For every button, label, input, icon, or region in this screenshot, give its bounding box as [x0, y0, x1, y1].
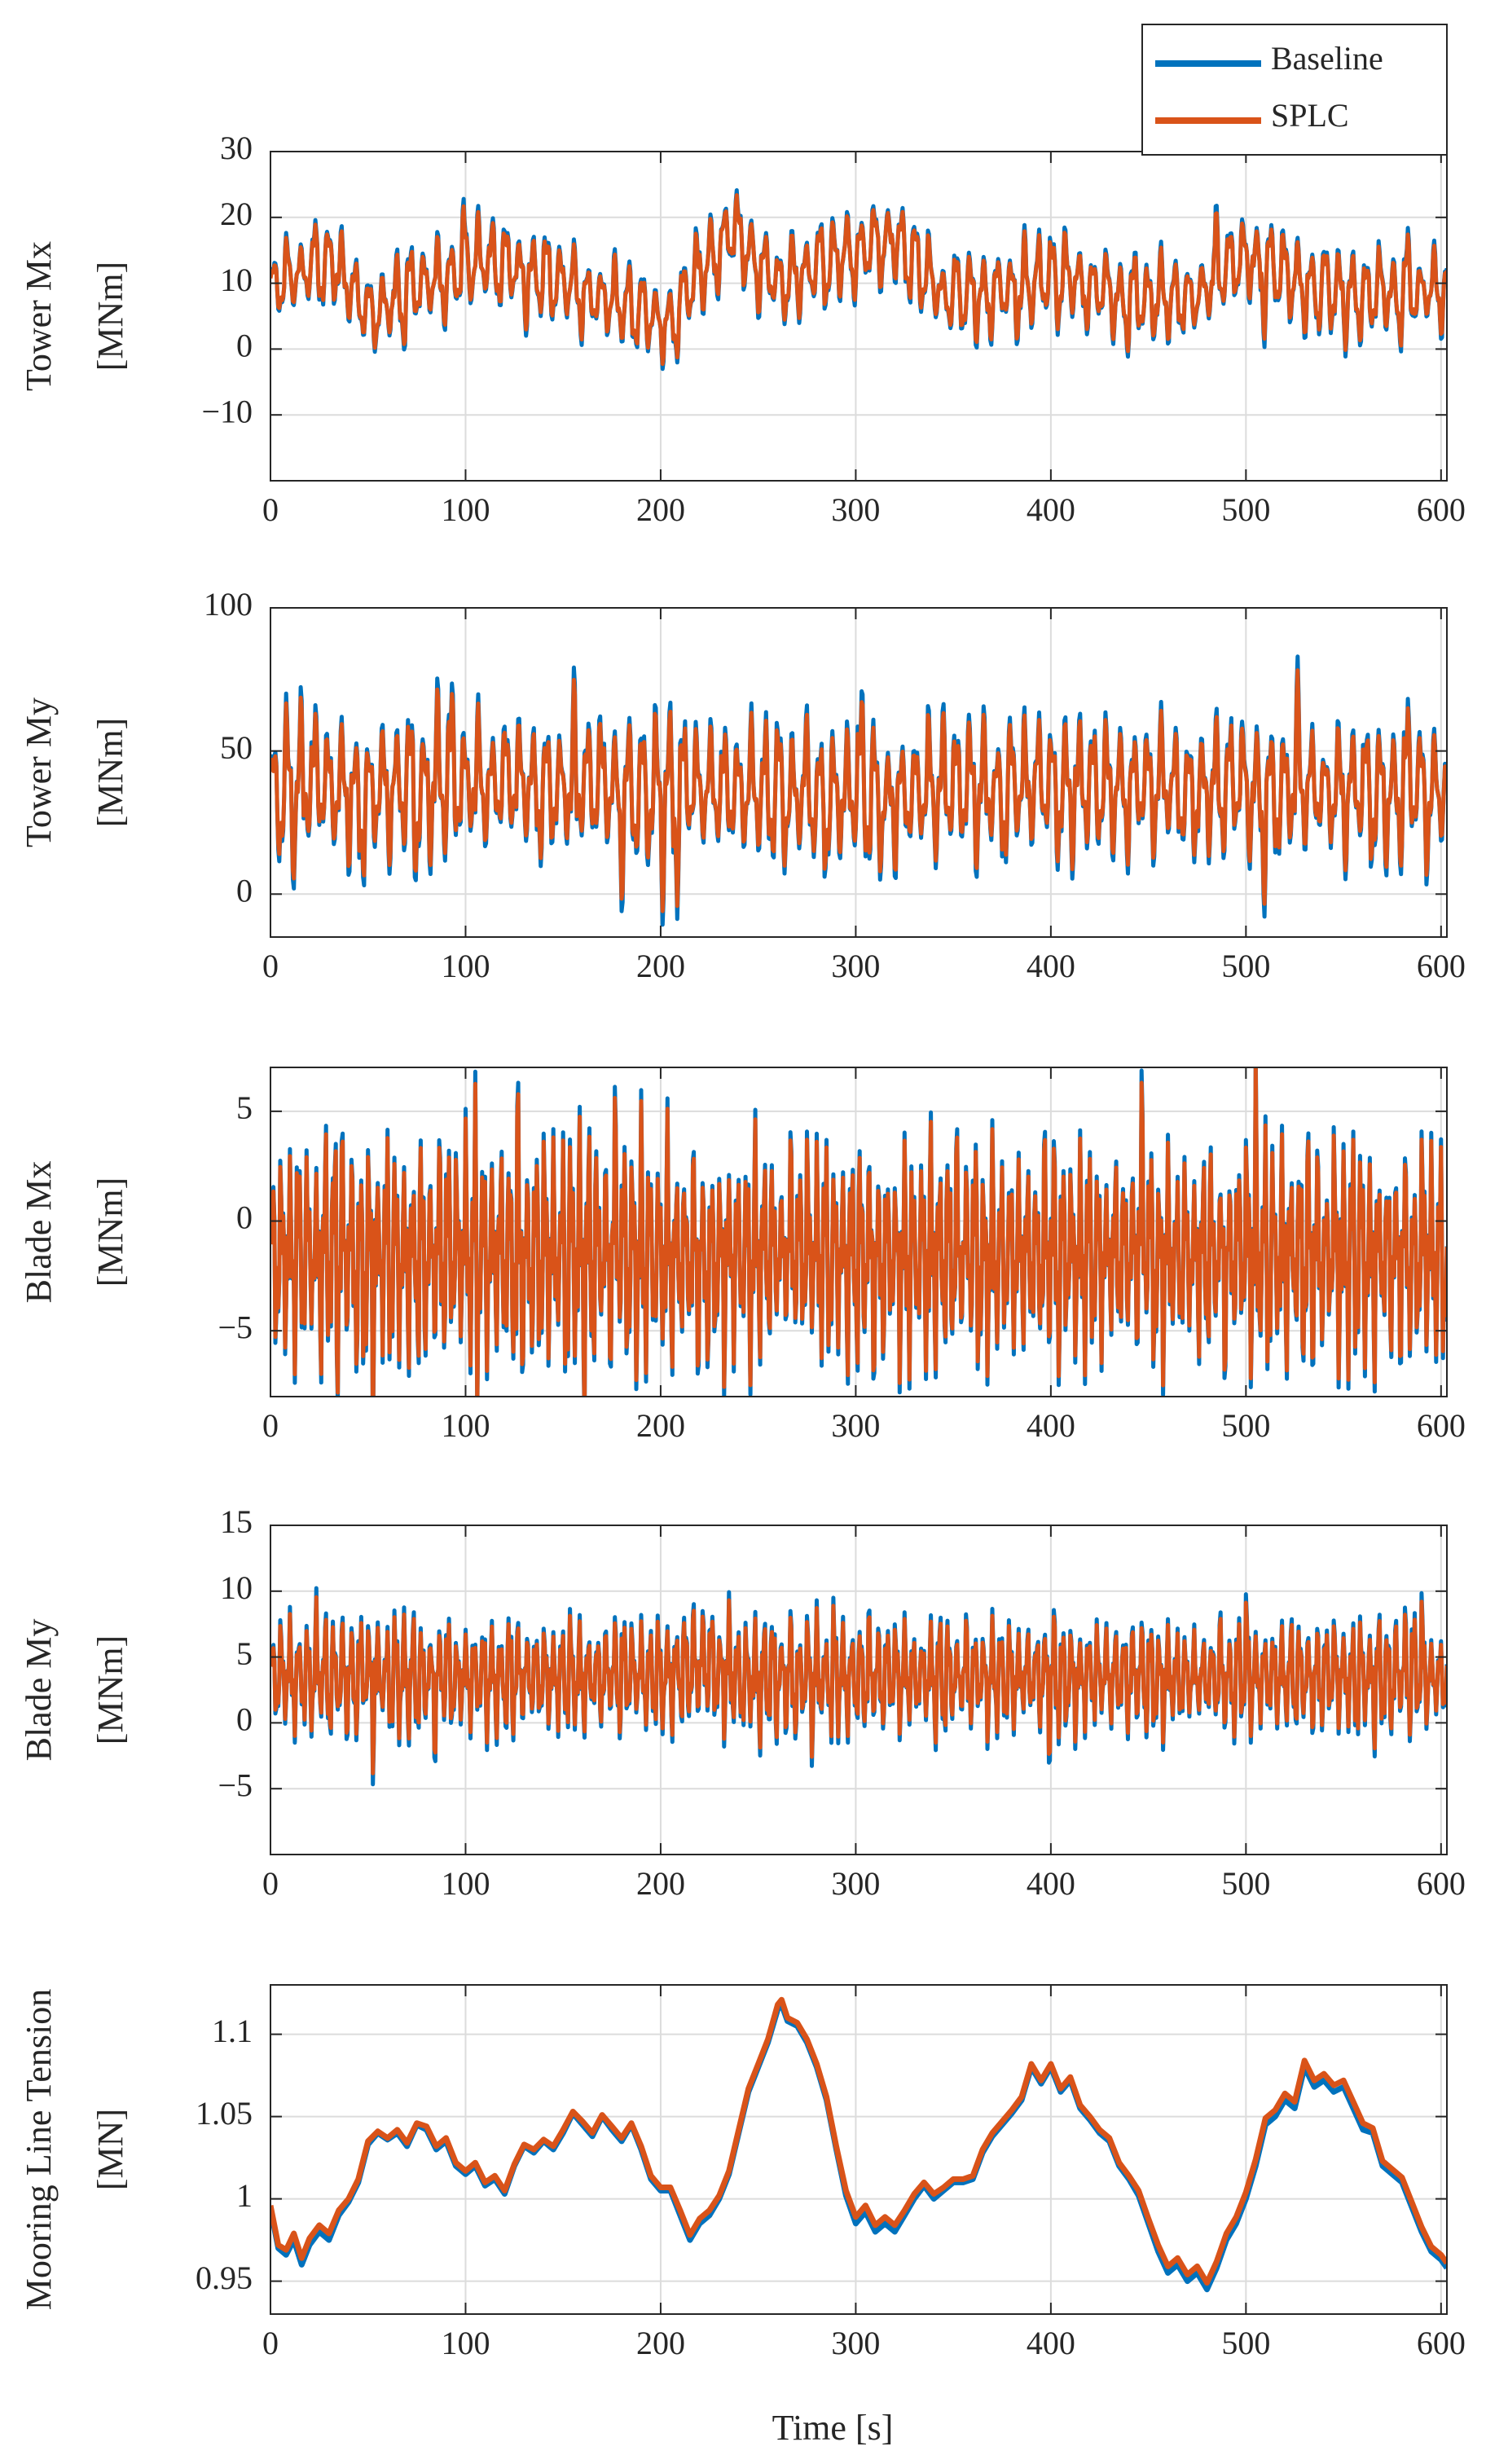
y-axis-title: Blade My — [19, 1619, 59, 1762]
y-tick-label: 0 — [236, 1199, 253, 1236]
x-tick-label: 0 — [262, 2325, 279, 2361]
x-tick-label: 600 — [1417, 1865, 1466, 1902]
plot-area — [270, 188, 1447, 372]
plot-area — [270, 654, 1447, 927]
x-tick-label: 500 — [1221, 1865, 1270, 1902]
series-line-splc — [270, 668, 1447, 913]
y-axis-title: Blade Mx — [19, 1161, 59, 1304]
chart-panel-5: 0 100 200 300 400 500 600 0.95 1 1.05 1.1 Mooring L… — [19, 1984, 1466, 2361]
y-tick-label: 10 — [220, 1569, 253, 1606]
y-tick-label: 50 — [220, 729, 253, 766]
y-tick-label: 5 — [236, 1089, 253, 1126]
plot-area — [270, 1996, 1447, 2293]
axes-box — [270, 1067, 1448, 1397]
y-tick-label: 0 — [236, 1701, 253, 1738]
y-axis-unit: [MN] — [90, 2109, 130, 2190]
x-tick-label: 300 — [831, 1865, 880, 1902]
y-tick-label: 20 — [220, 196, 253, 232]
axes-box — [270, 607, 1448, 938]
x-tick-label: 0 — [262, 948, 279, 984]
y-axis-unit: [MNm] — [90, 1177, 130, 1287]
y-tick-label: 0 — [236, 872, 253, 909]
y-tick-label: 0.95 — [196, 2259, 253, 2296]
y-tick-label: −5 — [218, 1767, 253, 1803]
y-tick-label: 5 — [236, 1635, 253, 1672]
y-tick-label: 1.05 — [196, 2095, 253, 2132]
x-tick-label: 100 — [441, 1407, 490, 1444]
series-line-splc — [270, 1595, 1447, 1775]
axes-box — [270, 1984, 1448, 2315]
y-axis-title: Mooring Line Tension — [19, 1989, 59, 2311]
y-tick-label: 15 — [220, 1503, 253, 1540]
series-line-splc — [270, 1067, 1447, 1397]
plot-area — [270, 1586, 1447, 1787]
y-axis-unit: [MNm] — [90, 718, 130, 827]
y-tick-label: 30 — [220, 130, 253, 166]
x-tick-label: 200 — [636, 1407, 685, 1444]
plot-area — [270, 1067, 1447, 1397]
axes-box — [270, 151, 1448, 482]
x-tick-label: 300 — [831, 1407, 880, 1444]
x-tick-label: 0 — [262, 1865, 279, 1902]
x-tick-label: 0 — [262, 491, 279, 528]
x-tick-label: 400 — [1027, 948, 1075, 984]
x-tick-label: 500 — [1221, 948, 1270, 984]
x-tick-label: 100 — [441, 1865, 490, 1902]
chart-panel-1: 0 100 200 300 400 500 600 −10 0 10 20 30 Tower Mx [MN… — [19, 130, 1466, 528]
x-tick-label: 100 — [441, 2325, 490, 2361]
x-tick-label: 400 — [1027, 491, 1075, 528]
y-tick-label: 0 — [236, 328, 253, 364]
chart-panel-2: 0 100 200 300 400 500 600 0 50 100 Tower My [MNm] — [19, 586, 1466, 984]
x-tick-label: 300 — [831, 2325, 880, 2361]
legend: Baseline SPLC — [1141, 24, 1448, 156]
x-tick-label: 600 — [1417, 948, 1466, 984]
x-tick-label: 400 — [1027, 1865, 1075, 1902]
x-axis-title: Time [s] — [772, 2408, 894, 2448]
x-tick-label: 300 — [831, 491, 880, 528]
x-tick-label: 0 — [262, 1407, 279, 1444]
x-tick-label: 100 — [441, 948, 490, 984]
y-tick-label: −5 — [218, 1309, 253, 1345]
chart-panel-4: 0 100 200 300 400 500 600 −5 0 5 10 15 Blade My [MNm] — [19, 1503, 1466, 1902]
x-tick-label: 400 — [1027, 1407, 1075, 1444]
y-axis-title: Tower Mx — [19, 241, 59, 391]
y-tick-label: 100 — [204, 586, 253, 623]
legend-label-splc: SPLC — [1271, 97, 1349, 134]
x-tick-label: 200 — [636, 948, 685, 984]
y-tick-label: 1.1 — [212, 2013, 253, 2049]
x-tick-label: 300 — [831, 948, 880, 984]
x-tick-label: 500 — [1221, 491, 1270, 528]
x-tick-label: 600 — [1417, 491, 1466, 528]
axes-box — [270, 1525, 1448, 1855]
legend-box — [1141, 24, 1448, 156]
y-tick-label: −10 — [201, 393, 253, 429]
y-axis-unit: [MNm] — [90, 262, 130, 371]
x-tick-label: 500 — [1221, 2325, 1270, 2361]
x-tick-label: 600 — [1417, 2325, 1466, 2361]
y-tick-label: 10 — [220, 262, 253, 298]
y-axis-unit: [MNm] — [90, 1635, 130, 1745]
x-tick-label: 600 — [1417, 1407, 1466, 1444]
x-tick-label: 200 — [636, 1865, 685, 1902]
series-line-splc — [270, 1996, 1447, 2286]
x-tick-label: 100 — [441, 491, 490, 528]
x-tick-label: 400 — [1027, 2325, 1075, 2361]
chart-panel-3: 0 100 200 300 400 500 600 −5 0 5 Blade Mx [MNm] — [19, 1067, 1466, 1444]
series-line-splc — [270, 193, 1447, 367]
x-tick-label: 200 — [636, 491, 685, 528]
y-tick-label: 1 — [236, 2177, 253, 2214]
legend-label-baseline: Baseline — [1271, 40, 1383, 77]
x-tick-label: 500 — [1221, 1407, 1270, 1444]
x-tick-label: 200 — [636, 2325, 685, 2361]
y-axis-title: Tower My — [19, 697, 59, 847]
